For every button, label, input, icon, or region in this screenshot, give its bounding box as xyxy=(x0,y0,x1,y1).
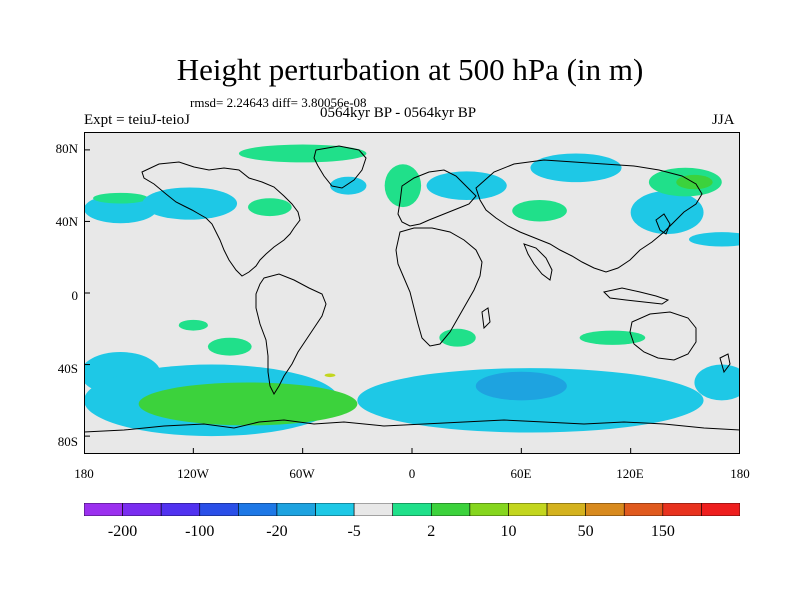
anomaly-south-atlantic-yellow xyxy=(324,373,336,378)
lon-label-120e: 120E xyxy=(616,466,644,481)
anomaly-greenland-green xyxy=(238,144,367,163)
colorbar xyxy=(84,503,740,516)
coast-australia xyxy=(629,311,697,361)
map-frame xyxy=(84,132,740,454)
lon-label-120w: 120W xyxy=(177,466,209,481)
chart-title: Height perturbation at 500 hPa (in m) xyxy=(176,52,644,87)
colorbar-swatch xyxy=(238,503,278,516)
colorbar-swatch xyxy=(276,503,316,516)
lon-label-180e: 180 xyxy=(730,466,750,481)
lat-label-80s: 80S xyxy=(57,434,78,449)
colorbar-swatch xyxy=(585,503,625,516)
colorbar-swatch xyxy=(392,503,432,516)
coast-japan xyxy=(655,213,671,235)
anomaly-northeast-asia-green-core xyxy=(676,174,713,190)
lon-label-60e: 60E xyxy=(510,466,532,481)
colorbar-label: 50 xyxy=(577,523,594,540)
anomaly-layer xyxy=(84,144,740,437)
coast-india xyxy=(523,243,553,281)
anomaly-scandinavia-blue xyxy=(426,171,507,200)
coast-madagascar xyxy=(481,307,491,330)
coast-new-zealand xyxy=(719,353,731,374)
lon-label-60w: 60W xyxy=(289,466,315,481)
colorbar-swatch xyxy=(701,503,740,516)
anomaly-antarctic-blue-east xyxy=(357,368,704,433)
anomaly-south-ocean-green xyxy=(138,382,358,426)
lon-label-0: 0 xyxy=(408,466,416,481)
coast-south-america xyxy=(255,273,327,396)
stats-text: rmsd= 2.24643 diff= 3.80056e-08 xyxy=(190,95,367,110)
colorbar-label: -5 xyxy=(347,523,361,540)
colorbar-swatch xyxy=(84,503,123,516)
season-label: JJA xyxy=(712,112,735,128)
colorbar-swatch xyxy=(199,503,239,516)
anomaly-north-america-arctic-blue xyxy=(330,176,367,195)
colorbar-swatch xyxy=(546,503,586,516)
anomaly-south-pacific-green xyxy=(207,337,252,356)
colorbar-label: 2 xyxy=(427,523,436,540)
anomaly-north-pacific-east-blue xyxy=(688,232,740,247)
anomaly-north-america-east-green xyxy=(248,198,292,217)
lat-label-40s: 40S xyxy=(57,361,78,376)
colorbar-swatch xyxy=(122,503,162,516)
colorbar-swatch xyxy=(315,503,355,516)
anomaly-antarctic-blue-pacific xyxy=(694,364,740,401)
anomaly-pacific-tropic-green xyxy=(178,319,208,331)
lat-label-80n: 80N xyxy=(55,141,78,156)
coast-antarctica xyxy=(84,419,740,433)
anomaly-siberia-blue xyxy=(530,153,622,183)
coast-greenland xyxy=(313,145,367,189)
colorbar-label: 150 xyxy=(650,523,675,540)
colorbar-swatch xyxy=(508,503,548,516)
coast-asia xyxy=(475,159,703,273)
colorbar-label: -200 xyxy=(107,523,138,540)
coast-europe xyxy=(397,169,477,227)
colorbar-swatch xyxy=(353,503,394,516)
anomaly-antarctic-blue-mid xyxy=(475,371,567,401)
coast-indonesia xyxy=(603,287,670,305)
colorbar-swatch xyxy=(430,503,471,516)
colorbar-swatch xyxy=(662,503,702,516)
lon-label-180w: 180 xyxy=(74,466,94,481)
period-text: 0564kyr BP - 0564kyr BP xyxy=(320,105,477,121)
lat-label-0: 0 xyxy=(71,288,79,303)
experiment-label: Expt = teiuJ-teioJ xyxy=(84,112,190,128)
colorbar-label: -100 xyxy=(185,523,215,540)
anomaly-indian-ocean-green xyxy=(579,330,646,345)
coast-africa xyxy=(395,227,483,347)
anomaly-central-asia-green xyxy=(512,199,567,222)
colorbar-swatch xyxy=(623,503,664,516)
colorbar-swatch xyxy=(469,503,509,516)
colorbar-swatch xyxy=(160,503,201,516)
anomaly-east-asia-blue xyxy=(630,191,704,234)
anomaly-north-pacific-green xyxy=(93,192,148,204)
world-map xyxy=(84,132,740,454)
colorbar-label: -20 xyxy=(266,523,288,540)
coastlines xyxy=(84,145,740,433)
colorbar-label: 10 xyxy=(500,523,517,540)
anomaly-north-america-blue xyxy=(142,187,238,220)
lat-label-40n: 40N xyxy=(55,214,78,229)
coast-north-america xyxy=(141,161,301,277)
